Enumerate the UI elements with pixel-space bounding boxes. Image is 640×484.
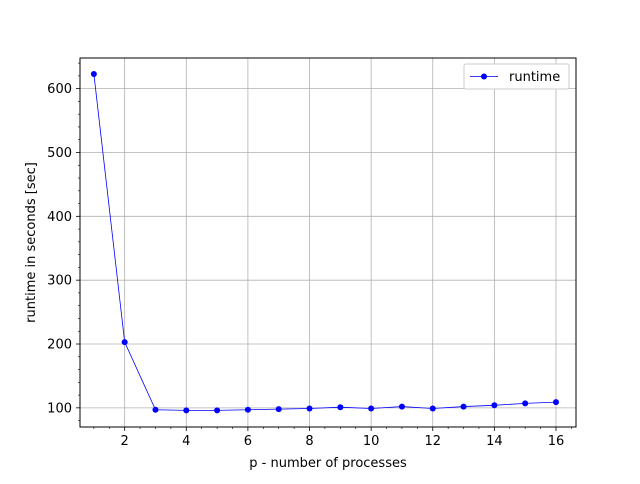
data-point <box>429 405 436 412</box>
x-tick-label: 6 <box>244 434 252 449</box>
y-tick-label: 400 <box>47 210 72 225</box>
data-point <box>522 400 529 407</box>
data-point <box>398 403 405 410</box>
legend-marker <box>481 73 487 80</box>
legend-box <box>463 63 570 90</box>
data-point <box>460 403 467 410</box>
x-tick-label: 4 <box>182 434 190 449</box>
x-tick-label: 14 <box>486 434 503 449</box>
x-tick-label: 12 <box>424 434 441 449</box>
data-point <box>183 407 190 414</box>
data-point <box>152 406 159 413</box>
data-point <box>244 406 251 413</box>
data-point <box>121 339 128 346</box>
y-tick-label: 300 <box>47 274 72 289</box>
legend[interactable]: runtime <box>463 63 570 90</box>
data-point <box>214 407 221 414</box>
data-point <box>90 70 97 77</box>
plot-frame <box>79 57 577 428</box>
series-line <box>93 73 556 411</box>
legend-label: runtime <box>509 70 560 85</box>
x-tick-label: 10 <box>363 434 380 449</box>
y-tick-label: 200 <box>47 338 72 353</box>
series-layer <box>90 70 559 414</box>
y-axis-label: runtime in seconds [sec] <box>24 162 39 323</box>
data-point <box>306 405 313 412</box>
grid <box>80 58 576 427</box>
x-tick-label: 16 <box>548 434 565 449</box>
data-point <box>368 405 375 412</box>
y-tick-label: 500 <box>47 146 72 161</box>
y-tick-label: 100 <box>47 401 72 416</box>
x-axis-label: p - number of processes <box>249 456 407 471</box>
data-point <box>275 406 282 413</box>
x-tick-label: 2 <box>121 434 129 449</box>
x-tick-label: 8 <box>305 434 313 449</box>
data-point <box>337 404 344 411</box>
axis-ticks: 2 4 6 8 10 12 14 16 100 200 300 400 500 600 <box>47 62 572 449</box>
data-point <box>552 399 559 406</box>
data-point <box>491 402 498 409</box>
y-tick-label: 600 <box>47 82 72 97</box>
